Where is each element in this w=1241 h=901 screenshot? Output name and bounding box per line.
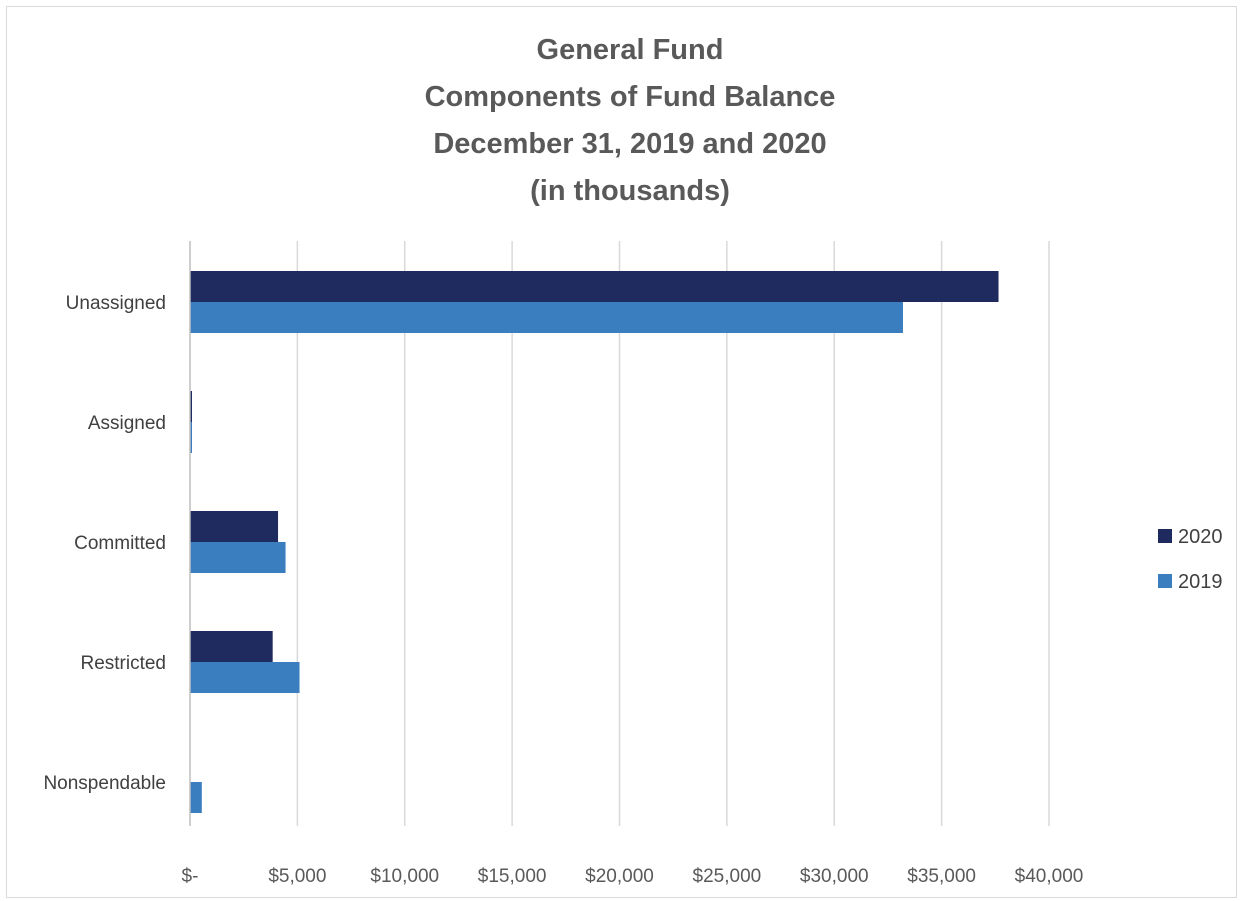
legend: 2020 2019 [1158,526,1223,593]
x-tick-label: $30,000 [800,866,869,887]
x-tick-label: $35,000 [907,866,976,887]
x-tick-label: $5,000 [268,866,326,887]
bar-2020-assigned [190,391,192,422]
bar-2020-restricted [190,631,273,662]
bar-2019-unassigned [190,302,903,333]
chart-frame [6,6,1237,898]
axes: $- $5,000 $10,000 $15,000 $20,000 $25,000 $30,… [43,241,1083,887]
chart-title: General Fund Components of Fund Balance … [425,34,836,207]
x-tick-label: $10,000 [370,866,439,887]
bar-2019-nonspendable [190,782,202,813]
chart-title-line-4: (in thousands) [530,175,730,207]
bar-2019-committed [190,542,286,573]
bar-2019-assigned [190,422,192,453]
x-tick-label: $20,000 [585,866,654,887]
legend-label: 2020 [1178,526,1223,548]
x-tick-label: $25,000 [693,866,762,887]
category-label: Unassigned [66,293,166,314]
bar-2019-restricted [190,662,300,693]
chart-title-line-3: December 31, 2019 and 2020 [433,128,826,160]
chart-title-line-1: General Fund [537,34,724,66]
legend-swatch [1158,529,1172,543]
bars [190,271,999,813]
legend-swatch [1158,574,1172,588]
bar-2020-unassigned [190,271,999,302]
bar-2020-committed [190,511,279,542]
legend-label: 2019 [1178,571,1223,593]
chart-title-line-2: Components of Fund Balance [425,81,836,113]
category-label: Nonspendable [43,773,166,794]
category-label: Assigned [88,413,166,434]
x-tick-label: $40,000 [1015,866,1084,887]
category-label: Committed [74,533,166,554]
x-tick-label: $- [182,866,199,887]
x-tick-label: $15,000 [478,866,547,887]
gridlines [296,241,1050,826]
category-label: Restricted [80,653,166,674]
